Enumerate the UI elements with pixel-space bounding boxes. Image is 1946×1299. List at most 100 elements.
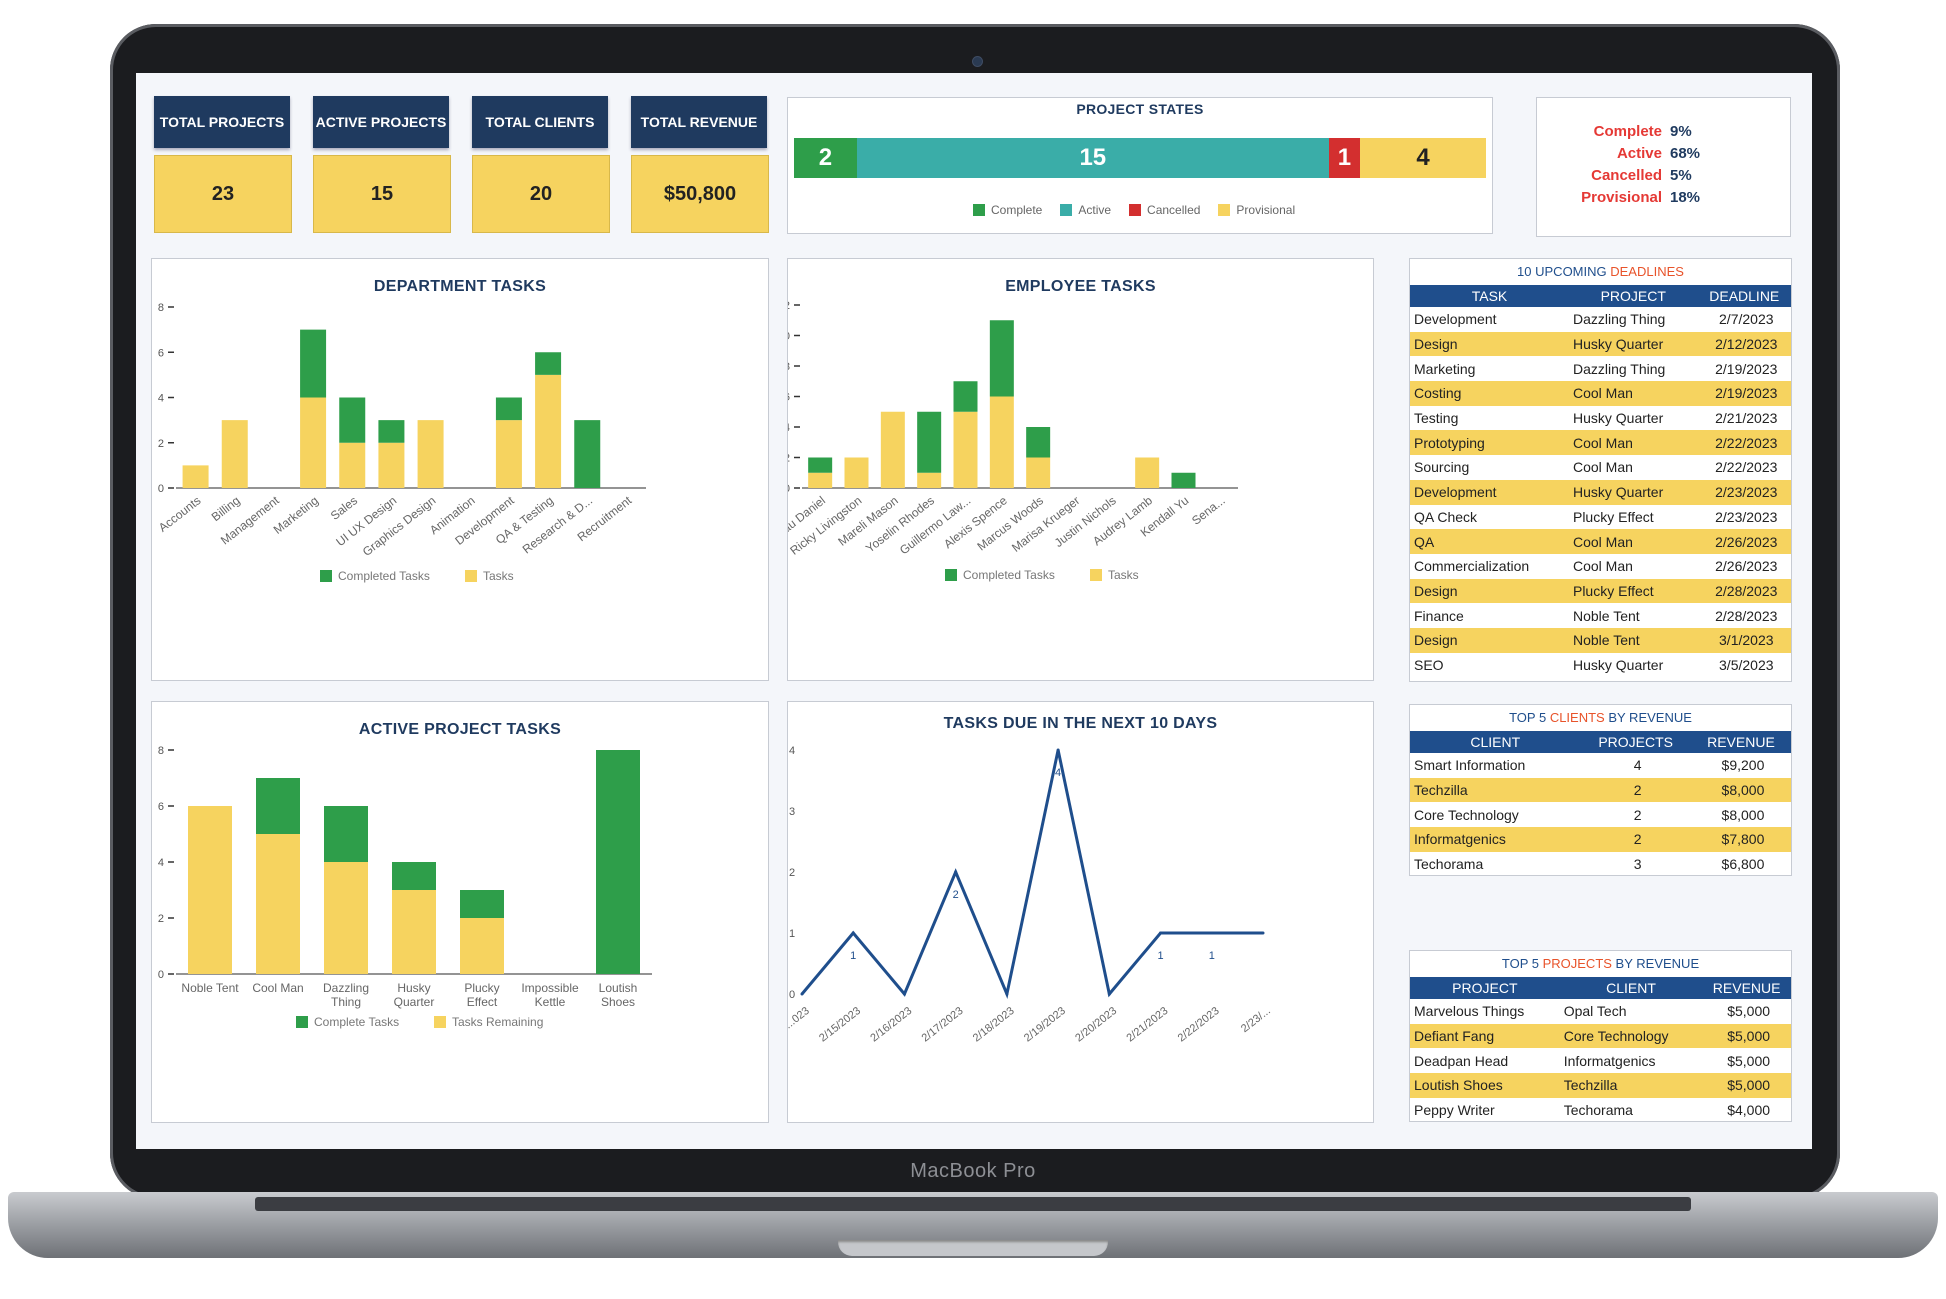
top-clients-table: CLIENT PROJECTS REVENUE Smart Information 4 $… <box>1410 731 1791 876</box>
device-brand-label: MacBook Pro <box>910 1160 1036 1182</box>
table-row: Sourcing Cool Man 2/22/2023 <box>1410 455 1791 480</box>
y-tick-label: 8 <box>158 745 164 757</box>
table-cell: Techorama <box>1563 1102 1633 1119</box>
line-point-2-23-2023 <box>1261 931 1265 935</box>
y-tick-label: 4 <box>158 857 164 869</box>
legend-swatch <box>1060 204 1073 216</box>
table-cell: $5,000 <box>1727 1003 1771 1020</box>
bar-complete-tasks-husky-quarter <box>392 862 436 890</box>
deadlines-table: TASK PROJECT DEADLINE Development Dazzling T… <box>1410 285 1791 677</box>
legend-swatch <box>1218 204 1231 216</box>
table-cell: 2/12/2023 <box>1697 331 1791 357</box>
point-label: 1 <box>1157 950 1163 962</box>
table-cell: 2/22/2023 <box>1697 430 1791 456</box>
table-cell: $4,000 <box>1727 1102 1771 1119</box>
y-tick-label: 2 <box>158 913 164 925</box>
table-header-row: TASK PROJECT DEADLINE <box>1410 285 1791 307</box>
y-tick-label: 8 <box>158 302 164 314</box>
legend-swatch <box>1129 204 1142 216</box>
project-states-panel: PROJECT STATES 2 15 1 4 Complete Active Cance… <box>787 97 1493 234</box>
table-cell: $8,000 <box>1721 806 1765 823</box>
bar-completed-tasks-kendall-yu <box>1171 472 1196 488</box>
y-tick-label: 6 <box>788 392 790 404</box>
table-row: Commercialization Cool Man 2/26/2023 <box>1410 554 1791 579</box>
point-label: 2 <box>953 889 959 901</box>
state-segment-cancelled: 1 <box>1328 138 1361 178</box>
table-cell: Techzilla <box>1410 777 1581 803</box>
column-header-revenue: REVENUE <box>1702 977 1791 999</box>
percent-label: Complete <box>1593 123 1662 140</box>
y-tick-label: 4 <box>158 393 164 405</box>
table-cell: Husky Quarter <box>1568 479 1698 505</box>
table-row: Techzilla 2 $8,000 <box>1410 777 1791 803</box>
table-cell: Design <box>1410 578 1569 604</box>
line-point-2-19-2023 <box>1056 748 1060 752</box>
table-row: Informatgenics 2 $7,800 <box>1410 827 1791 852</box>
employee-tasks-title: EMPLOYEE TASKS <box>1005 278 1156 295</box>
x-tick-label: 2/23/... <box>1239 1005 1273 1035</box>
table-cell: $9,200 <box>1721 757 1765 774</box>
y-tick-label: 2 <box>789 867 795 879</box>
top-clients-panel: TOP 5 CLIENTS BY REVENUE CLIENT PROJECTS R… <box>1409 704 1792 876</box>
table-cell: Defiant Fang <box>1410 1023 1560 1049</box>
deadlines-caption-highlight: DEADLINES <box>1610 264 1684 279</box>
top-clients-caption-highlight: CLIENTS <box>1549 710 1605 725</box>
table-cell: Informatgenics <box>1563 1052 1656 1069</box>
y-tick-label: 3 <box>789 806 795 818</box>
table-cell: $5,000 <box>1702 1023 1791 1049</box>
x-tick-label: Dazzling <box>323 981 369 995</box>
x-tick-label: ...023 <box>788 1005 812 1031</box>
bar-completed-tasks-sales <box>339 397 366 443</box>
table-cell: 2/22/2023 <box>1715 459 1778 476</box>
point-label: 1 <box>1209 950 1215 962</box>
bar-completed-tasks-marcus-woods <box>1026 427 1051 458</box>
table-row: Development Husky Quarter 2/23/2023 <box>1410 479 1791 505</box>
table-row: Loutish Shoes Techzilla $5,000 <box>1410 1073 1791 1098</box>
y-tick-label: 6 <box>158 801 164 813</box>
x-tick-label: Accounts <box>156 493 204 534</box>
percent-value: 68% <box>1670 145 1701 162</box>
column-header-project: PROJECT <box>1410 977 1560 999</box>
table-cell: Core Technology <box>1559 1023 1703 1049</box>
column-header-deadline: DEADLINE <box>1697 285 1791 307</box>
legend-item-active: Active <box>1060 203 1111 217</box>
bar-tasks-graphics-design <box>417 420 444 488</box>
bar-tasks-remaining-cool-man <box>256 834 300 974</box>
table-cell: Testing <box>1414 410 1459 427</box>
table-row: Peppy Writer Techorama $4,000 <box>1410 1098 1791 1123</box>
keyboard-edge <box>255 1197 1691 1211</box>
table-header-row: CLIENT PROJECTS REVENUE <box>1410 731 1791 753</box>
legend-label-completed-tasks: Completed Tasks <box>338 569 430 583</box>
tasks-due-line <box>800 749 1263 1000</box>
table-cell: 2/26/2023 <box>1715 558 1778 575</box>
kpi-label-total-revenue: TOTAL REVENUE <box>631 96 767 148</box>
table-row: Marvelous Things Opal Tech $5,000 <box>1410 999 1791 1024</box>
y-tick-label: 0 <box>788 483 790 495</box>
x-tick-label: Plucky <box>464 981 499 995</box>
department-tasks-title: DEPARTMENT TASKS <box>373 278 547 295</box>
bar-completed-tasks-yoselin-rhodes <box>917 411 942 473</box>
top-clients-caption: TOP 5 CLIENTS BY REVENUE <box>1410 710 1791 725</box>
percent-label: Provisional <box>1581 189 1662 206</box>
percent-label: Active <box>1616 145 1662 162</box>
line-point-2-21-2023 <box>1159 931 1163 935</box>
state-segment-active: 15 <box>856 138 1329 178</box>
bar-tasks-remaining-dazzling-thing <box>324 862 368 974</box>
table-cell: Costing <box>1410 381 1569 406</box>
x-tick-label: Marketing <box>271 493 321 536</box>
tasks-due-title: TASKS DUE IN THE NEXT 10 DAYS <box>943 715 1218 732</box>
laptop-notch <box>838 1240 1108 1256</box>
top-projects-caption-highlight: PROJECTS <box>1542 956 1612 971</box>
x-tick-label: Quarter <box>394 995 435 1009</box>
legend-label-completed-tasks: Completed Tasks <box>963 568 1055 582</box>
line-point-2-22-2023 <box>1210 931 1214 935</box>
state-segment-complete: 2 <box>794 138 857 178</box>
table-cell: Dazzling Thing <box>1572 360 1666 377</box>
table-row: Marketing Dazzling Thing 2/19/2023 <box>1410 356 1791 381</box>
table-row: Core Technology 2 $8,000 <box>1410 802 1791 827</box>
kpi-value-active-projects: 15 <box>313 155 451 233</box>
legend-swatch-tasks <box>1090 569 1102 581</box>
percent-label: Cancelled <box>1591 167 1662 184</box>
legend-item-complete: Complete <box>973 203 1042 217</box>
